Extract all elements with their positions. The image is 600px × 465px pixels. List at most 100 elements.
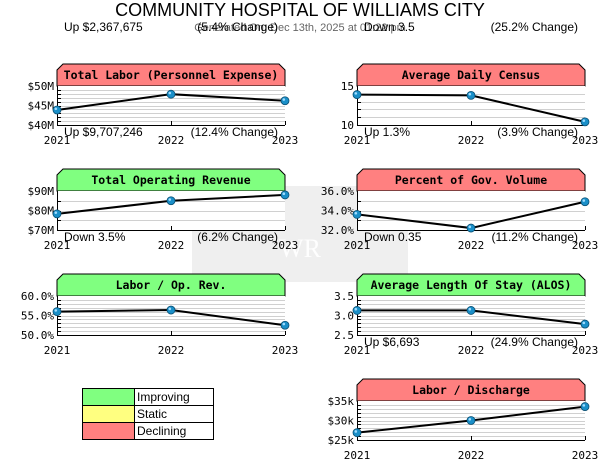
- data-point-highlight: [54, 309, 58, 312]
- data-point-2022: [466, 90, 476, 100]
- data-point-highlight: [54, 211, 58, 214]
- x-tick-label: 2023: [572, 239, 599, 252]
- y-tick-label: 32.0%: [321, 224, 354, 237]
- data-point-highlight: [468, 307, 472, 311]
- chart-svg: Percent of Gov. Volume 36.0% 34.0% 32.0% 202…: [321, 168, 598, 252]
- x-tick-label: 2023: [572, 449, 599, 462]
- legend-label: Improving: [134, 388, 214, 406]
- chart-labor-op-rev: Down 3.5% (6.2% Change) Labor / Op. Rev. 60…: [0, 225, 300, 357]
- y-tick-label: $35k: [328, 395, 355, 408]
- legend-item-improving: Improving: [82, 388, 214, 406]
- plot-area: [357, 296, 585, 335]
- data-point-highlight: [282, 322, 286, 326]
- data-point-2023: [580, 197, 590, 207]
- data-point-2023: [580, 402, 590, 411]
- change-percent: (6.2% Change): [197, 230, 278, 244]
- chart-title: Average Length Of Stay (ALOS): [371, 278, 572, 292]
- x-tick-label: 2022: [158, 239, 185, 252]
- data-point-highlight: [168, 91, 172, 95]
- chart-title: Labor / Discharge: [412, 383, 530, 397]
- chart-total-labor: Up $2,367,675 (5.4% Change) Total Labor (P…: [0, 15, 300, 147]
- data-point-2023: [280, 190, 290, 200]
- data-point-highlight: [168, 198, 172, 201]
- x-tick-label: 2022: [458, 239, 485, 252]
- data-point-2022: [166, 89, 176, 99]
- data-point-2023: [580, 319, 590, 329]
- legend-item-declining: Declining: [82, 422, 214, 440]
- data-point-2021: [352, 210, 362, 219]
- data-point-2022: [166, 305, 176, 315]
- chart-labor-per-discharge: Up $6,693 (24.9% Change) Labor / Discharge…: [300, 330, 600, 462]
- chart-title: Labor / Op. Rev.: [116, 278, 227, 292]
- y-tick-label: $50M: [28, 80, 55, 93]
- change-percent: (11.2% Change): [491, 230, 579, 244]
- chart-average-daily-census: Down 3.5 (25.2% Change) Average Daily Cens…: [300, 15, 600, 147]
- chart-title: Total Labor (Personnel Expense): [64, 68, 279, 82]
- data-point-highlight: [582, 321, 586, 325]
- y-tick-label: $25k: [328, 434, 355, 447]
- data-point-2023: [280, 320, 290, 330]
- x-tick-label: 2021: [344, 239, 371, 252]
- data-point-highlight: [468, 418, 472, 421]
- x-tick-label: 2023: [572, 134, 599, 147]
- y-tick-label: 3.5: [334, 290, 354, 303]
- y-tick-label: 2.5: [334, 329, 354, 342]
- legend-swatch-declining: [82, 422, 135, 440]
- y-tick-label: $90M: [28, 185, 55, 198]
- data-point-highlight: [354, 211, 358, 215]
- chart-alos: Down 0.35 (11.2% Change) Average Length Of…: [300, 225, 600, 357]
- data-point-highlight: [354, 430, 358, 433]
- chart-svg: Total Operating Revenue $90M $80M $70M 2021 2…: [28, 168, 298, 252]
- data-point-2021: [352, 428, 362, 438]
- y-tick-label: 60.0%: [21, 290, 54, 303]
- data-point-highlight: [468, 225, 472, 229]
- y-tick-label: 34.0%: [321, 205, 354, 218]
- x-tick-label: 2021: [44, 134, 71, 147]
- data-point-2021: [52, 209, 62, 219]
- data-point-2022: [466, 306, 476, 315]
- y-tick-label: 3.0: [334, 310, 354, 323]
- data-point-2021: [352, 306, 362, 315]
- chart-svg: Labor / Op. Rev. 60.0% 55.0% 50.0% 2021 2022 2…: [21, 273, 298, 357]
- legend-swatch-static: [82, 405, 135, 423]
- watermark-text: WR: [279, 234, 321, 263]
- report-title: COMMUNITY HOSPITAL OF WILLIAMS CITY: [115, 0, 485, 20]
- data-point-2021: [52, 105, 62, 115]
- data-point-highlight: [582, 119, 586, 122]
- generated-timestamp: Generated On: Dec 13th, 2025 at 01:22 pm: [194, 22, 406, 34]
- data-point-highlight: [582, 404, 586, 407]
- chart-svg: Total Labor (Personnel Expense) $50M $45M $…: [28, 63, 298, 147]
- change-percent: (25.2% Change): [490, 20, 578, 34]
- y-tick-label: 36.0%: [321, 185, 354, 198]
- data-point-2021: [52, 307, 62, 316]
- y-tick-label: $30k: [328, 415, 355, 428]
- legend-swatch-improving: [82, 388, 135, 406]
- chart-svg: Average Daily Census 15 10 2021 2022 2023: [341, 63, 598, 147]
- change-amount: Up $9,707,246: [64, 125, 143, 139]
- change-percent: (12.4% Change): [190, 125, 278, 139]
- legend-label: Static: [134, 405, 214, 423]
- x-tick-label: 2021: [344, 134, 371, 147]
- chart-svg: Labor / Discharge $35k $30k $25k 2021 2022 202…: [328, 378, 598, 462]
- data-point-highlight: [354, 307, 358, 311]
- x-tick-label: 2021: [44, 344, 71, 357]
- y-tick-label: $40M: [28, 119, 55, 132]
- change-amount: Down 3.5%: [64, 230, 126, 244]
- x-tick-label: 2022: [158, 134, 185, 147]
- x-tick-label: 2022: [458, 344, 485, 357]
- x-tick-label: 2021: [44, 239, 71, 252]
- data-point-highlight: [282, 98, 286, 101]
- change-percent: (24.9% Change): [490, 335, 578, 349]
- change-amount: Down 3.5: [364, 20, 415, 34]
- y-tick-label: 55.0%: [21, 310, 54, 323]
- data-point-2023: [280, 96, 290, 106]
- y-tick-label: $70M: [28, 224, 55, 237]
- data-point-highlight: [468, 92, 472, 96]
- data-point-2022: [166, 196, 176, 206]
- chart-title: Percent of Gov. Volume: [395, 173, 547, 187]
- change-percent: (5.4% Change): [197, 20, 278, 34]
- change-amount: Up $6,693: [364, 335, 420, 349]
- change-amount: Up $2,367,675: [64, 20, 143, 34]
- x-tick-label: 2023: [272, 344, 299, 357]
- data-point-highlight: [282, 192, 286, 196]
